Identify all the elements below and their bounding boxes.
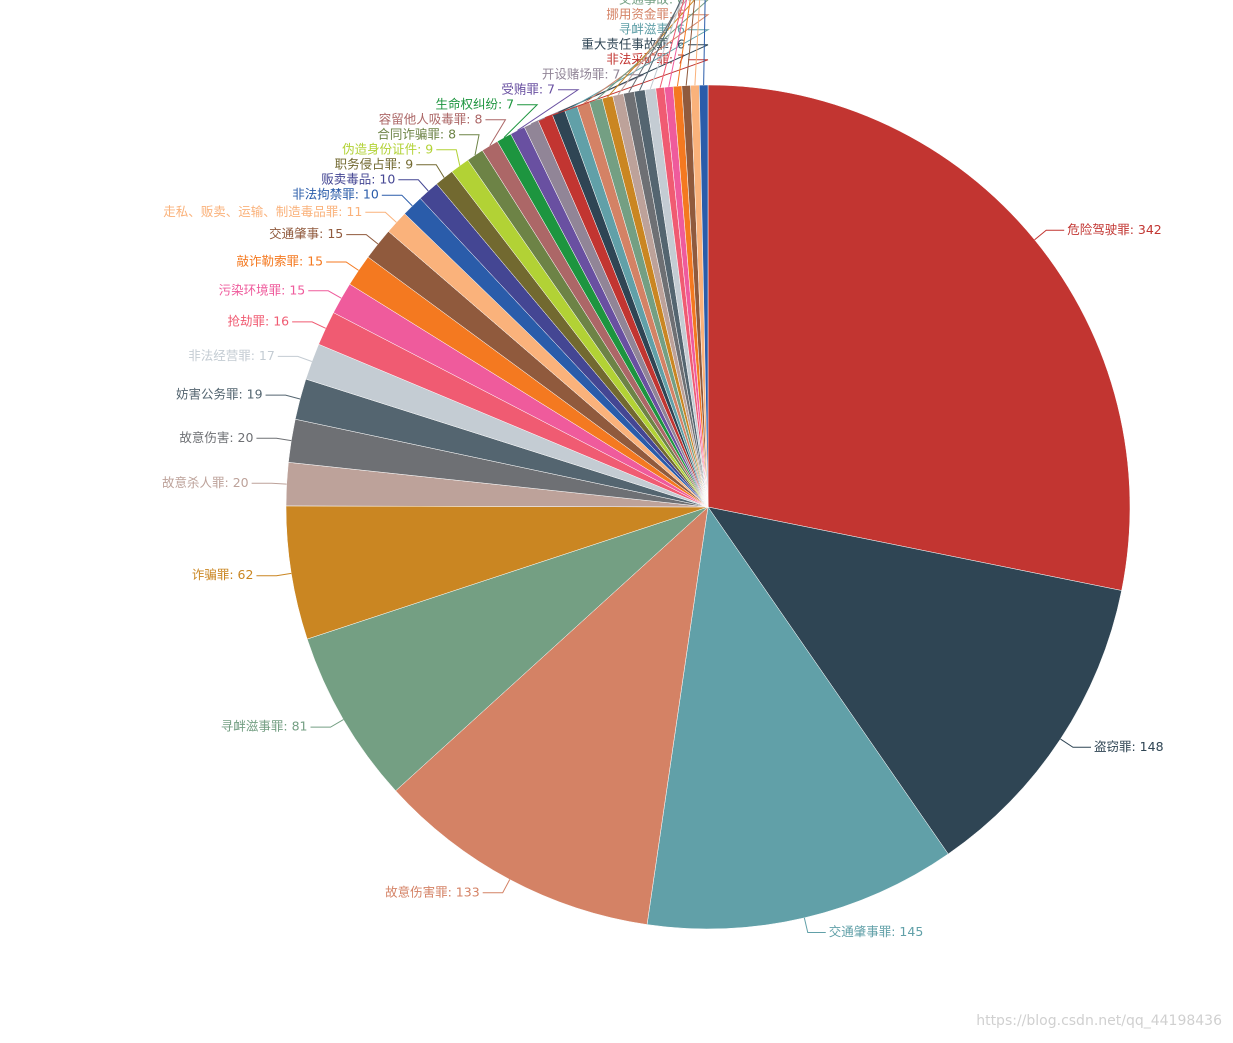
data-label: 走私、贩卖、运输、制造毒品罪: 11 [163,204,362,219]
data-label: 寻衅滋事罪: 81 [221,719,308,734]
label-line [256,437,292,442]
label-line [398,179,429,192]
data-label: 合同诈骗罪: 8 [377,126,456,141]
label-line [459,134,480,156]
label-line [668,0,688,87]
label-line [256,572,292,577]
label-line [265,394,301,400]
data-label: 交通肇事罪: 145 [829,924,924,939]
label-line [676,0,691,87]
data-label: 盗窃罪: 148 [1094,739,1164,754]
data-label: 诈骗罪: 62 [192,567,254,582]
data-label: 敲诈勒索罪: 15 [237,253,324,268]
data-label: 贩卖毒品: 10 [321,171,395,186]
pie-slice [395,506,709,925]
data-label: 生命权纠纷: 7 [436,96,515,111]
data-label: 伪造身份证件: 9 [342,141,433,156]
label-line [292,321,326,329]
label-line [595,0,709,101]
pie-slice [707,506,1122,855]
data-label: 故意伤害: 20 [179,430,253,445]
watermark: https://blog.csdn.net/qq_44198436 [976,1013,1222,1029]
data-label: 受贿罪: 7 [501,81,555,96]
label-line [503,104,539,138]
data-label: 妨害公务罪: 19 [176,387,263,402]
label-line [685,0,696,86]
label-line [485,119,507,147]
data-label: 抢劫罪: 16 [228,313,290,328]
label-line [416,164,445,178]
label-line [277,355,313,362]
label-line [628,0,683,93]
data-label: 挪用资金罪: 6 [606,6,685,21]
data-label: 非法经营罪: 17 [188,348,275,363]
label-line [326,261,359,271]
data-label: 职务侵占罪: 9 [335,156,414,171]
label-line [607,0,696,98]
label-line [381,194,413,207]
data-label: 非法拘禁罪: 10 [292,187,379,202]
label-line [308,290,342,299]
data-label: 故意伤害罪: 133 [385,884,480,899]
label-line [639,0,682,91]
label-line [545,59,709,119]
pie-slice [646,506,949,930]
data-label: 故意杀人罪: 20 [162,475,249,490]
label-line [659,0,685,88]
data-label: 危险驾驶罪: 342 [1067,222,1162,237]
label-line [346,234,379,245]
data-label: 容留他人吸毒罪: 8 [379,111,483,126]
label-line [482,879,511,894]
pie-slice [306,506,709,792]
pie-slice [707,84,1131,591]
label-line [1060,738,1091,748]
label-line [803,917,826,933]
label-line [1034,229,1065,241]
label-line [694,0,701,86]
label-line [649,0,683,90]
label-line [436,149,461,166]
data-label: 开设赌场罪: 7 [542,66,621,81]
label-line [517,89,580,131]
data-label: 污染环境罪: 15 [219,282,306,297]
data-label: 交通事故: 6 [619,0,685,6]
data-label: 交通肇事: 15 [269,226,343,241]
data-label: 重大责任事故罪: 6 [581,36,685,51]
label-line [365,211,397,223]
label-line [310,719,344,728]
label-line [251,482,287,485]
label-line [558,44,709,113]
label-line [703,0,706,86]
label-line [617,0,687,95]
